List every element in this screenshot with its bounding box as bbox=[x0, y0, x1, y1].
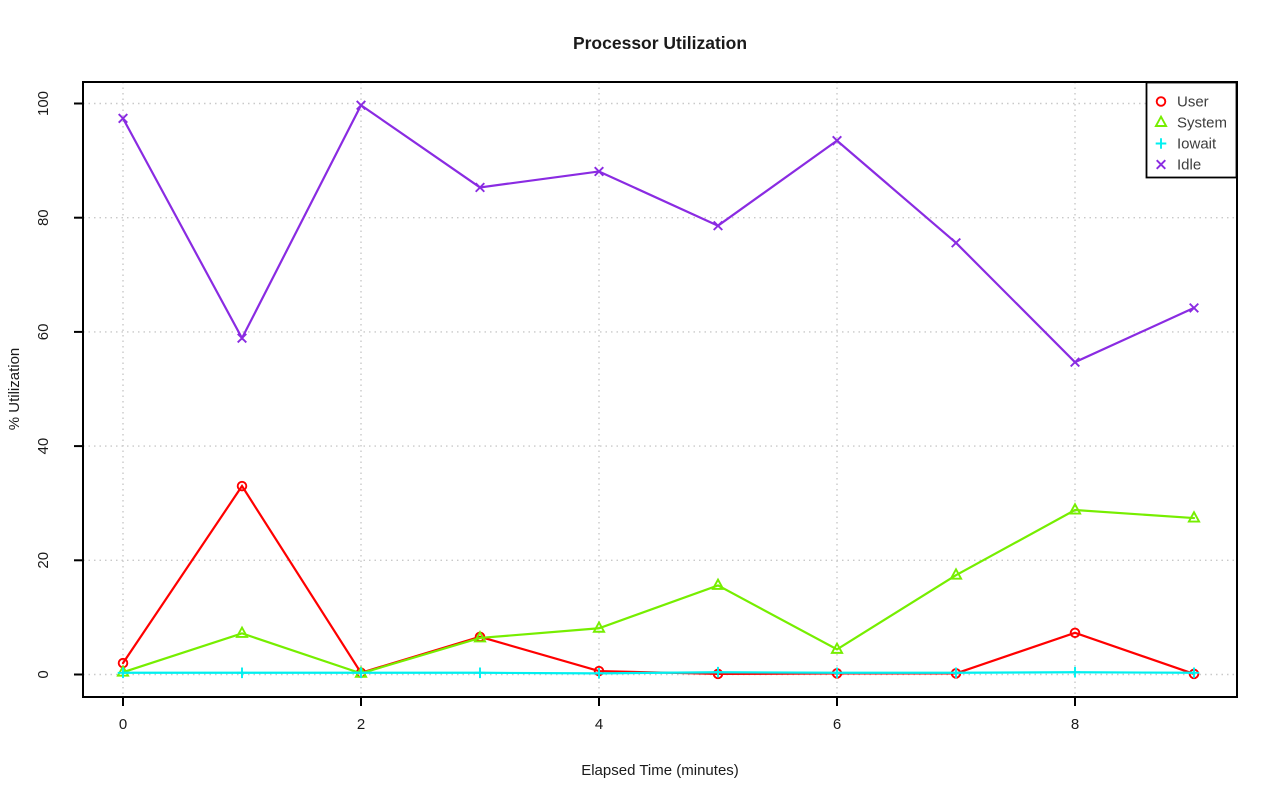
x-tick-label: 0 bbox=[119, 716, 127, 733]
series-idle bbox=[118, 100, 1199, 368]
data-point-iowait bbox=[1188, 667, 1200, 679]
data-point-system bbox=[711, 577, 725, 590]
data-point-iowait bbox=[474, 667, 486, 679]
data-point-idle bbox=[951, 237, 961, 248]
data-point-idle bbox=[713, 220, 723, 231]
data-point-iowait bbox=[355, 667, 367, 679]
x-tick-label: 4 bbox=[595, 716, 603, 733]
y-tick-label: 20 bbox=[35, 552, 52, 569]
data-point-iowait bbox=[950, 667, 962, 679]
x-tick-label: 6 bbox=[833, 716, 841, 733]
series-user bbox=[117, 480, 1200, 680]
x-legend-icon bbox=[1156, 159, 1166, 170]
legend-item-idle: Idle bbox=[1156, 157, 1201, 174]
data-point-system bbox=[1068, 502, 1082, 515]
data-point-idle bbox=[1189, 302, 1199, 313]
series-system bbox=[116, 502, 1201, 678]
legend-box bbox=[1145, 81, 1238, 179]
legend-item-user: User bbox=[1155, 94, 1209, 111]
legend-label: User bbox=[1177, 94, 1209, 111]
data-point-iowait bbox=[1069, 666, 1081, 678]
x-tick-label: 8 bbox=[1071, 716, 1079, 733]
data-point-iowait bbox=[236, 667, 248, 679]
data-point-iowait bbox=[117, 667, 129, 679]
x-tick-label: 2 bbox=[357, 716, 365, 733]
legend-item-iowait: Iowait bbox=[1155, 136, 1217, 153]
chart-title: Processor Utilization bbox=[573, 33, 747, 53]
data-point-system bbox=[949, 567, 963, 580]
series-line-system bbox=[121, 508, 1196, 675]
gridlines bbox=[83, 82, 1237, 697]
legend-label: Idle bbox=[1177, 157, 1201, 174]
data-point-idle bbox=[832, 135, 842, 146]
series-line-idle bbox=[121, 103, 1196, 364]
data-point-iowait bbox=[831, 667, 843, 679]
series-line-iowait bbox=[121, 671, 1196, 675]
y-tick-label: 60 bbox=[35, 324, 52, 341]
series-line-user bbox=[121, 484, 1196, 676]
data-point-user bbox=[236, 480, 248, 492]
data-point-idle bbox=[594, 166, 604, 177]
plot-frame bbox=[82, 81, 1238, 698]
data-series bbox=[116, 100, 1201, 680]
data-point-system bbox=[473, 630, 487, 643]
data-point-iowait bbox=[712, 666, 724, 678]
y-tick-label: 100 bbox=[35, 91, 52, 116]
data-point-system bbox=[1187, 510, 1201, 523]
data-point-idle bbox=[118, 113, 128, 124]
legend-label: Iowait bbox=[1177, 136, 1217, 153]
y-tick-label: 0 bbox=[35, 670, 52, 678]
data-point-idle bbox=[237, 333, 247, 344]
data-point-user bbox=[1069, 627, 1081, 639]
data-point-system bbox=[830, 641, 844, 654]
circle-legend-icon bbox=[1155, 96, 1167, 107]
legend-label: System bbox=[1177, 115, 1227, 132]
data-point-iowait bbox=[593, 668, 605, 679]
legend-item-system: System bbox=[1154, 114, 1227, 132]
y-tick-label: 40 bbox=[35, 438, 52, 455]
series-iowait bbox=[117, 666, 1200, 679]
legend: User System Iowait Idle bbox=[1145, 81, 1238, 179]
plus-legend-icon bbox=[1155, 138, 1167, 149]
data-point-idle bbox=[356, 100, 366, 111]
x-axis-label: Elapsed Time (minutes) bbox=[581, 762, 739, 779]
y-tick-label: 80 bbox=[35, 209, 52, 226]
data-point-idle bbox=[1070, 357, 1080, 368]
triangle-legend-icon bbox=[1154, 114, 1168, 127]
data-point-idle bbox=[475, 182, 485, 193]
data-point-system bbox=[592, 620, 606, 633]
y-axis-label: % Utilization bbox=[6, 348, 23, 431]
data-point-system bbox=[235, 625, 249, 638]
